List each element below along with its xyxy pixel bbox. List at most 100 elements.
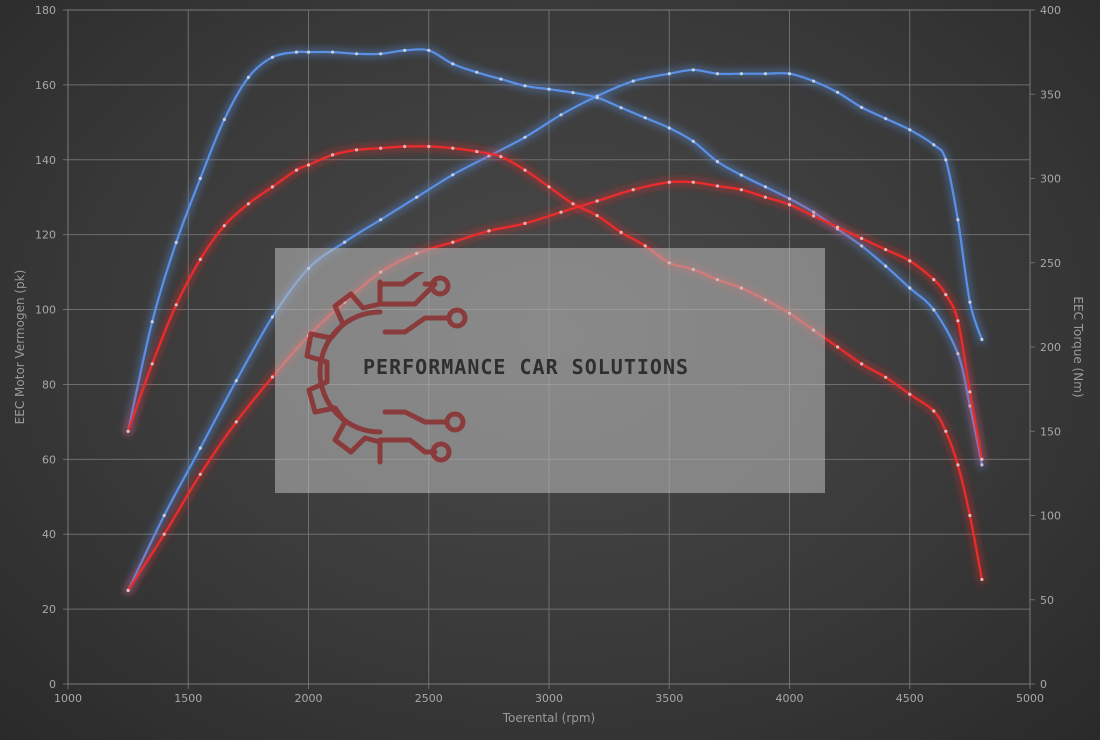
data-point xyxy=(763,185,768,189)
data-point xyxy=(306,50,311,54)
y-left-tick-label: 180 xyxy=(35,4,56,17)
data-point xyxy=(980,577,984,582)
data-point xyxy=(343,240,347,244)
data-point xyxy=(787,197,792,201)
data-point xyxy=(968,300,972,304)
data-point xyxy=(787,203,792,207)
y-right-tick-label: 350 xyxy=(1040,88,1061,101)
data-point xyxy=(162,532,166,536)
data-point xyxy=(884,248,888,252)
data-point xyxy=(270,375,274,379)
data-point xyxy=(908,259,912,263)
data-point xyxy=(908,128,912,132)
data-point xyxy=(932,409,936,413)
data-point xyxy=(126,429,130,433)
data-point xyxy=(451,62,455,66)
data-point xyxy=(667,180,671,184)
data-point xyxy=(451,240,455,244)
data-point xyxy=(355,148,359,152)
data-point xyxy=(523,168,527,172)
data-point xyxy=(619,230,623,234)
y-left-tick-label: 80 xyxy=(42,378,56,391)
data-point xyxy=(908,286,912,290)
y-right-tick-label: 400 xyxy=(1040,4,1061,17)
data-point xyxy=(174,303,178,307)
data-point xyxy=(631,79,635,83)
data-point xyxy=(150,362,154,366)
data-point xyxy=(475,70,479,74)
y-left-tick-label: 100 xyxy=(35,304,56,317)
data-point xyxy=(643,116,647,120)
watermark-text: PERFORMANCE CAR SOLUTIONS xyxy=(363,355,690,379)
data-point xyxy=(222,224,226,228)
data-point xyxy=(968,513,972,518)
data-point xyxy=(331,153,335,157)
data-point xyxy=(150,320,154,324)
y-right-tick-label: 50 xyxy=(1040,594,1054,607)
tick-labels: 1000 1500 2000 2500 3000 3500 4000 4500 50000204… xyxy=(35,4,1061,705)
data-point xyxy=(415,195,419,199)
data-point xyxy=(715,72,720,76)
data-point xyxy=(475,149,479,154)
data-point xyxy=(715,160,720,164)
gear-circuit-logo-icon xyxy=(304,272,468,465)
data-point xyxy=(944,429,948,433)
plot-frame xyxy=(67,9,1031,685)
data-point xyxy=(403,144,407,149)
data-point xyxy=(980,337,984,342)
y-left-tick-label: 120 xyxy=(35,229,56,242)
x-tick-label: 4500 xyxy=(896,692,924,705)
data-point xyxy=(908,392,912,396)
data-point xyxy=(860,105,864,109)
data-point xyxy=(294,168,299,172)
data-point xyxy=(631,188,635,192)
data-point xyxy=(451,146,455,150)
data-point xyxy=(667,72,671,76)
x-tick-label: 3500 xyxy=(655,692,683,705)
data-point xyxy=(956,319,960,323)
x-tick-label: 5000 xyxy=(1016,692,1044,705)
data-point xyxy=(956,218,960,222)
data-point xyxy=(523,84,527,88)
data-point xyxy=(174,240,178,245)
data-point xyxy=(198,257,202,261)
data-point xyxy=(595,199,599,203)
y-right-tick-label: 200 xyxy=(1040,341,1061,354)
data-point xyxy=(294,50,299,54)
y-left-tick-label: 0 xyxy=(49,678,56,691)
data-point xyxy=(234,420,238,424)
y-left-tick-label: 140 xyxy=(35,154,56,167)
data-point xyxy=(715,184,720,188)
data-point xyxy=(451,173,455,177)
data-point xyxy=(222,117,226,122)
x-tick-label: 1500 xyxy=(174,692,202,705)
watermark-panel: PERFORMANCE CAR SOLUTIONS xyxy=(275,248,825,493)
data-point xyxy=(198,176,202,181)
data-point xyxy=(559,210,563,214)
y-left-tick-label: 40 xyxy=(42,528,56,541)
data-point xyxy=(956,463,960,467)
data-point xyxy=(944,158,948,162)
y-axis-left-title: EEC Motor Vermogen (pk) xyxy=(13,270,27,425)
y-right-tick-label: 100 xyxy=(1040,510,1061,523)
x-tick-label: 3000 xyxy=(535,692,563,705)
data-point xyxy=(270,315,274,319)
data-point xyxy=(246,75,250,79)
data-point xyxy=(270,185,274,189)
data-point xyxy=(379,52,383,56)
x-tick-label: 4000 xyxy=(776,692,804,705)
data-point xyxy=(499,77,503,81)
data-point xyxy=(812,79,816,83)
data-point xyxy=(331,50,335,54)
data-point xyxy=(198,446,202,450)
data-point xyxy=(595,214,599,218)
data-point xyxy=(523,135,527,139)
data-point xyxy=(403,48,407,53)
data-point xyxy=(571,202,575,206)
data-point xyxy=(739,173,744,177)
data-point xyxy=(234,379,238,383)
y-axis-right-title: EEC Torque (Nm) xyxy=(1071,296,1085,397)
data-point xyxy=(691,180,695,184)
data-point xyxy=(763,72,768,76)
data-point xyxy=(932,278,936,282)
